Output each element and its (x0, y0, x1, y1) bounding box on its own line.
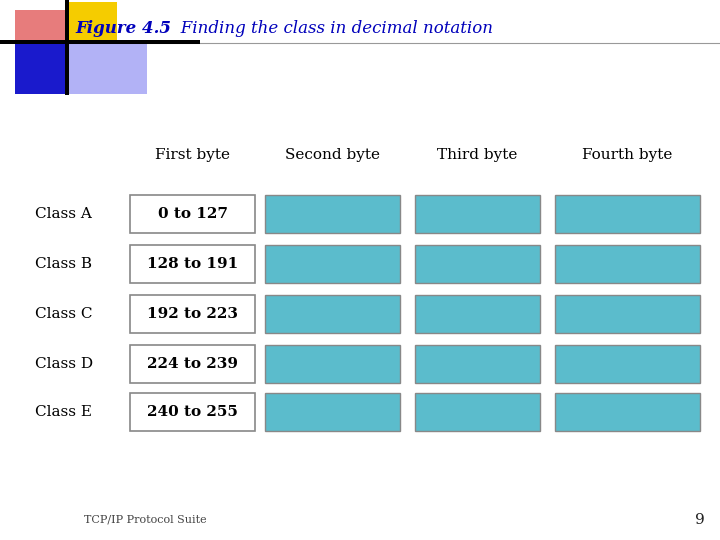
FancyBboxPatch shape (415, 345, 540, 383)
Bar (15, 42, 67, 94)
Bar (67, 2, 117, 42)
Text: 0 to 127: 0 to 127 (158, 207, 228, 221)
Bar (15, 10, 65, 42)
FancyBboxPatch shape (130, 345, 255, 383)
Text: Class D: Class D (35, 357, 93, 371)
Text: 192 to 223: 192 to 223 (147, 307, 238, 321)
FancyBboxPatch shape (265, 195, 400, 233)
Bar (0, 40, 200, 44)
Text: Third byte: Third byte (437, 148, 518, 162)
Text: Class E: Class E (35, 405, 92, 419)
Text: 9: 9 (695, 513, 705, 527)
FancyBboxPatch shape (130, 245, 255, 283)
FancyBboxPatch shape (130, 295, 255, 333)
FancyBboxPatch shape (555, 393, 700, 431)
Text: Class B: Class B (35, 257, 92, 271)
Text: Class A: Class A (35, 207, 92, 221)
FancyBboxPatch shape (415, 245, 540, 283)
Text: Figure 4.5: Figure 4.5 (75, 20, 171, 37)
FancyBboxPatch shape (555, 245, 700, 283)
FancyBboxPatch shape (415, 195, 540, 233)
Text: Class C: Class C (35, 307, 92, 321)
FancyBboxPatch shape (555, 295, 700, 333)
Text: Finding the class in decimal notation: Finding the class in decimal notation (165, 20, 493, 37)
Text: Second byte: Second byte (285, 148, 380, 162)
FancyBboxPatch shape (265, 345, 400, 383)
FancyBboxPatch shape (130, 393, 255, 431)
FancyBboxPatch shape (415, 295, 540, 333)
FancyBboxPatch shape (555, 345, 700, 383)
Bar (67, 42, 147, 94)
Text: First byte: First byte (155, 148, 230, 162)
FancyBboxPatch shape (555, 195, 700, 233)
Bar (65, 0, 69, 95)
FancyBboxPatch shape (265, 295, 400, 333)
FancyBboxPatch shape (130, 195, 255, 233)
Text: 224 to 239: 224 to 239 (147, 357, 238, 371)
FancyBboxPatch shape (265, 393, 400, 431)
Text: TCP/IP Protocol Suite: TCP/IP Protocol Suite (84, 515, 207, 525)
FancyBboxPatch shape (415, 393, 540, 431)
Text: 128 to 191: 128 to 191 (147, 257, 238, 271)
Text: 240 to 255: 240 to 255 (147, 405, 238, 419)
Text: Fourth byte: Fourth byte (582, 148, 672, 162)
FancyBboxPatch shape (265, 245, 400, 283)
